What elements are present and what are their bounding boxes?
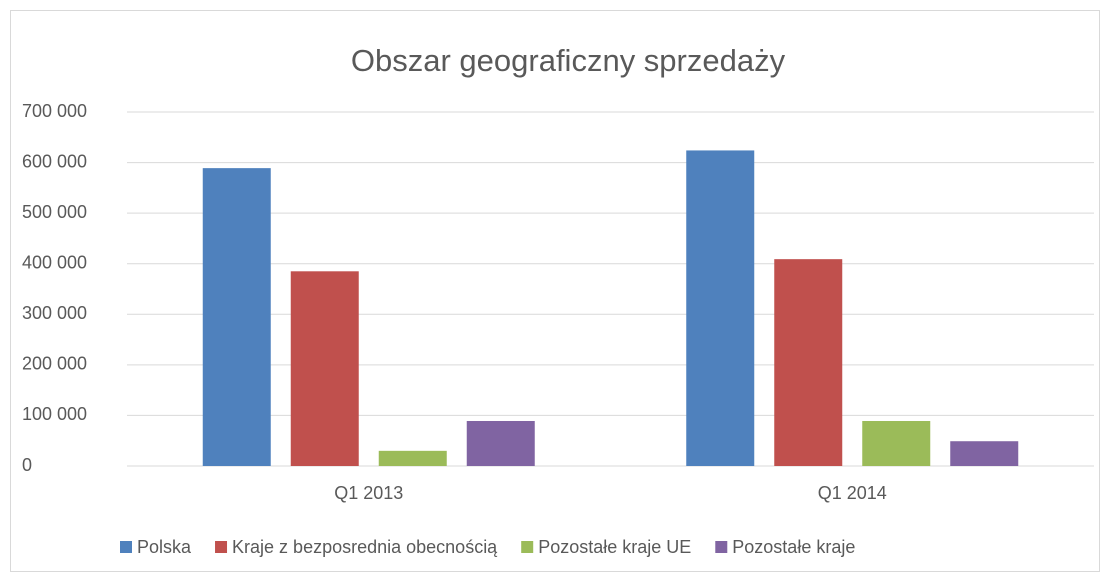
y-tick-label: 300 000	[22, 303, 87, 323]
legend-label: Polska	[137, 537, 192, 557]
bar	[202, 168, 271, 467]
bar	[378, 450, 447, 466]
legend-label: Kraje z bezposrednia obecnością	[232, 537, 498, 557]
y-tick-label: 100 000	[22, 404, 87, 424]
legend-swatch	[715, 541, 728, 553]
x-tick-label: Q1 2013	[334, 483, 403, 503]
legend-label: Pozostałe kraje	[732, 537, 855, 557]
bar	[290, 271, 359, 466]
y-tick-label: 200 000	[22, 354, 87, 374]
chart-border	[10, 10, 1100, 572]
y-tick-label: 500 000	[22, 202, 87, 222]
x-tick-label: Q1 2014	[818, 483, 887, 503]
y-tick-label: 400 000	[22, 252, 87, 272]
bar	[950, 441, 1019, 466]
y-tick-label: 0	[22, 455, 32, 475]
legend-swatch	[215, 541, 228, 553]
legend-swatch	[120, 541, 132, 553]
legend-swatch	[521, 541, 534, 553]
bar	[862, 420, 931, 466]
chart-title: Obszar geograficzny sprzedaży	[351, 43, 786, 78]
legend-label: Pozostałe kraje UE	[538, 537, 691, 557]
bar	[686, 150, 755, 467]
bar	[774, 259, 843, 466]
y-tick-label: 600 000	[22, 151, 87, 171]
y-tick-label: 700 000	[22, 101, 87, 121]
bar	[466, 420, 535, 466]
